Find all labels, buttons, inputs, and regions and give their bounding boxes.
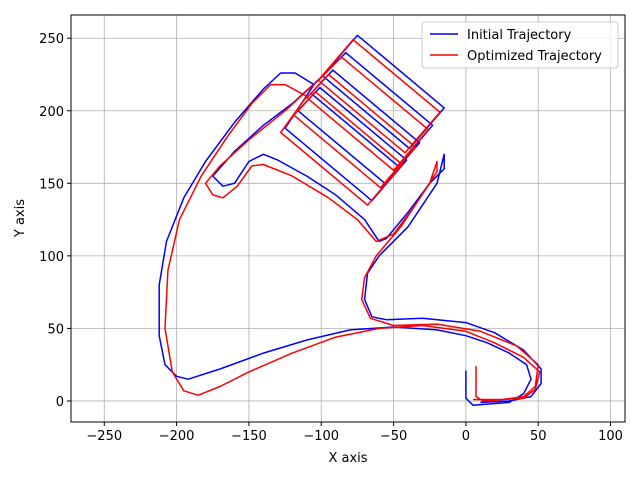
x-tick-label: 0	[462, 429, 470, 444]
x-tick-label: 50	[530, 429, 547, 444]
trajectory-line	[164, 38, 541, 402]
x-axis-label: X axis	[328, 451, 367, 466]
legend-label: Initial Trajectory	[467, 28, 572, 43]
y-tick-label: 0	[56, 395, 64, 410]
x-tick-label: 100	[598, 429, 623, 444]
legend-box	[421, 21, 619, 69]
x-tick-label: −150	[231, 429, 267, 444]
legend-label: Optimized Trajectory	[467, 49, 602, 64]
x-tick-label: −250	[86, 429, 122, 444]
x-tick-label: −200	[159, 429, 195, 444]
legend: Initial Trajectory Optimized Trajectory	[421, 21, 619, 69]
y-axis-label: Y axis	[13, 199, 28, 238]
y-tick-label: 100	[39, 250, 64, 265]
plot-frame	[70, 14, 626, 423]
y-tick-label: 250	[39, 32, 64, 47]
y-tick-label: 150	[39, 177, 64, 192]
y-tick-label: 50	[47, 322, 64, 337]
trajectory-line	[158, 34, 542, 407]
x-tick-label: −100	[303, 429, 339, 444]
y-tick-label: 200	[39, 105, 64, 120]
x-tick-label: −50	[380, 429, 407, 444]
